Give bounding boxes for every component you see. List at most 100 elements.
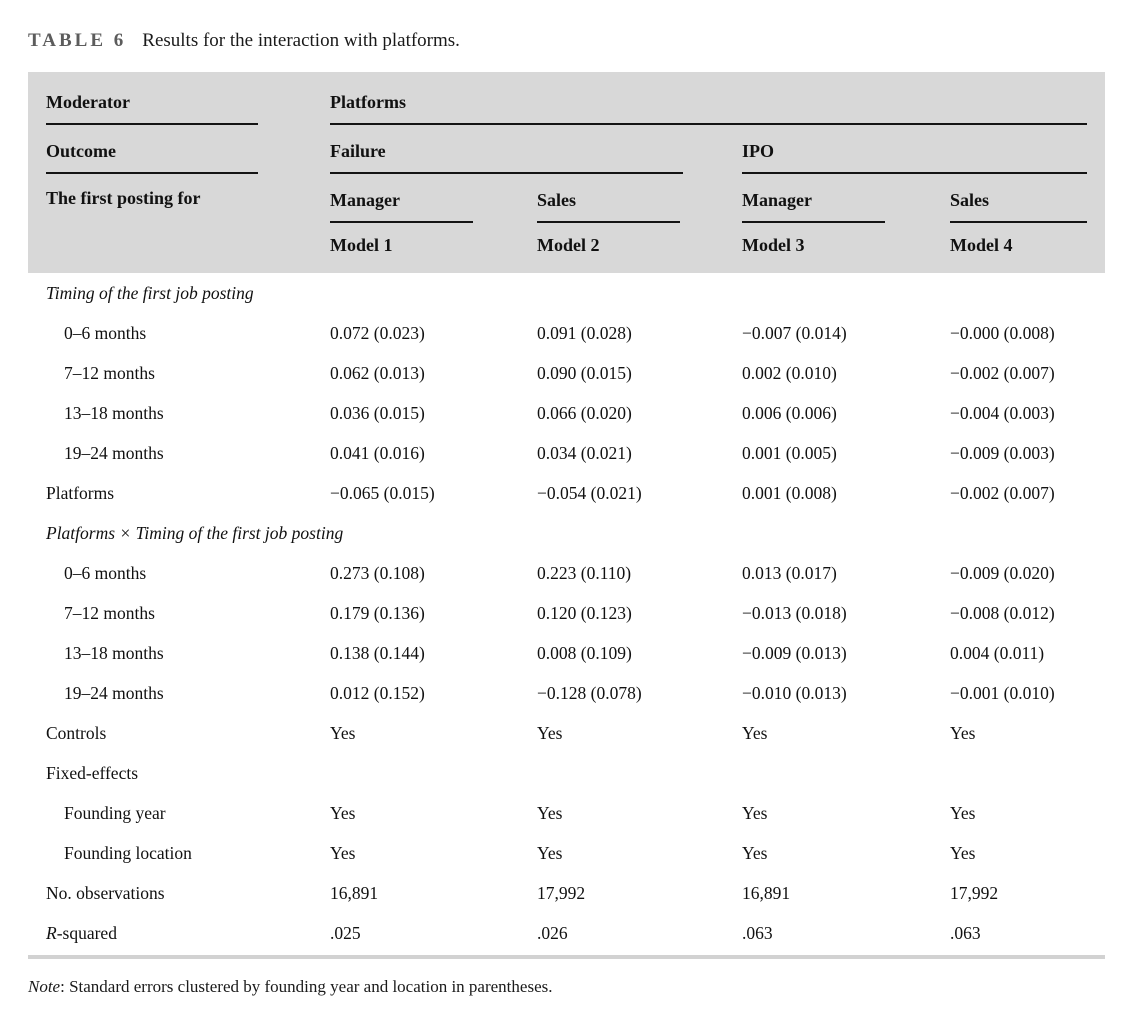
row-label: Platforms xyxy=(46,482,115,503)
section-row-label: Timing of the first job posting xyxy=(46,282,254,303)
row-label: Founding location xyxy=(64,842,192,863)
row-label: Founding year xyxy=(64,802,166,823)
paper-table-page: TABLE 6 Results for the interaction with … xyxy=(28,0,1105,997)
row-label: 19–24 months xyxy=(64,682,164,703)
moderator-cell: Moderator xyxy=(46,90,330,125)
note-text: : Standard errors clustered by founding … xyxy=(60,977,553,996)
value-cell xyxy=(742,753,950,793)
value-cell: 0.091 (0.028) xyxy=(537,322,632,343)
failure-cell: Failure xyxy=(330,139,742,174)
value-cell: −0.002 (0.007) xyxy=(950,482,1055,503)
value-cell: 0.066 (0.020) xyxy=(537,402,632,423)
row-label: 13–18 months xyxy=(64,642,164,663)
value-cell: 16,891 xyxy=(330,882,379,903)
row-label: R -squared xyxy=(46,913,330,953)
value-cell: −0.001 (0.010) xyxy=(950,682,1055,703)
row-label-rest: -squared xyxy=(56,922,117,943)
table-header: Moderator Platforms Outcome Failure IPO … xyxy=(28,72,1105,273)
value-cell: −0.004 (0.003) xyxy=(950,402,1055,423)
value-cell: Yes xyxy=(537,722,563,743)
model-2-label: Model 2 xyxy=(537,235,600,255)
value-cell: Yes xyxy=(950,842,976,863)
subcol-manager-2: Manager xyxy=(742,188,885,223)
value-cell: 17,992 xyxy=(537,882,586,903)
value-cell: 0.004 (0.011) xyxy=(950,642,1045,663)
table-title: TABLE 6 Results for the interaction with … xyxy=(28,30,1105,52)
model-4-label: Model 4 xyxy=(950,235,1013,255)
header-row-subcols: The first posting for Manager Sales Mana… xyxy=(46,188,1087,257)
value-cell: 0.002 (0.010) xyxy=(742,362,837,383)
value-cell: Yes xyxy=(742,722,768,743)
section-row-label: Platforms × Timing of the first job post… xyxy=(46,522,344,543)
value-cell: 0.001 (0.005) xyxy=(742,442,837,463)
row-label: 7–12 months xyxy=(64,362,155,383)
value-cell: 0.034 (0.021) xyxy=(537,442,632,463)
value-cell: .063 xyxy=(950,922,981,943)
value-cell: 0.090 (0.015) xyxy=(537,362,632,383)
value-cell xyxy=(537,753,742,793)
value-cell: −0.065 (0.015) xyxy=(330,482,435,503)
value-cell: −0.000 (0.008) xyxy=(950,322,1055,343)
value-cell: 0.138 (0.144) xyxy=(330,642,425,663)
table-caption: Results for the interaction with platfor… xyxy=(142,30,460,51)
table-body: Timing of the first job posting 0–6 month… xyxy=(28,273,1105,953)
subcol-sales-2: Sales xyxy=(950,188,1087,223)
value-cell: Yes xyxy=(330,842,356,863)
value-cell: 0.072 (0.023) xyxy=(330,322,425,343)
value-cell: 0.273 (0.108) xyxy=(330,562,425,583)
value-cell: 0.036 (0.015) xyxy=(330,402,425,423)
ipo-label: IPO xyxy=(742,139,1087,174)
value-cell: Yes xyxy=(330,802,356,823)
first-posting-label: The first posting for xyxy=(46,188,201,208)
value-cell: .025 xyxy=(330,922,361,943)
value-cell: −0.009 (0.020) xyxy=(950,562,1055,583)
failure-label: Failure xyxy=(330,139,683,174)
value-cell: −0.009 (0.013) xyxy=(742,642,847,663)
value-cell: Yes xyxy=(742,842,768,863)
platforms-label: Platforms xyxy=(330,90,1087,125)
value-cell: Yes xyxy=(950,722,976,743)
value-cell: −0.002 (0.007) xyxy=(950,362,1055,383)
value-cell: −0.013 (0.018) xyxy=(742,602,847,623)
value-cell: 0.012 (0.152) xyxy=(330,682,425,703)
value-cell xyxy=(330,753,537,793)
value-cell: −0.008 (0.012) xyxy=(950,602,1055,623)
subcol-cell: Sales xyxy=(950,188,1087,223)
value-cell: 0.013 (0.017) xyxy=(742,562,837,583)
value-cell: −0.010 (0.013) xyxy=(742,682,847,703)
row-label: 13–18 months xyxy=(64,402,164,423)
value-cell: 0.041 (0.016) xyxy=(330,442,425,463)
value-cell: 0.008 (0.109) xyxy=(537,642,632,663)
value-cell: −0.009 (0.003) xyxy=(950,442,1055,463)
table-note: Note: Standard errors clustered by found… xyxy=(28,977,1105,997)
row-label: 19–24 months xyxy=(64,442,164,463)
value-cell: Yes xyxy=(537,802,563,823)
row-label: 7–12 months xyxy=(64,602,155,623)
value-cell: 0.120 (0.123) xyxy=(537,602,632,623)
model-1-label: Model 1 xyxy=(330,235,393,255)
row-label-italic-part: R xyxy=(46,922,57,943)
header-row-moderator: Moderator Platforms xyxy=(46,90,1087,125)
value-cell: 0.001 (0.008) xyxy=(742,482,837,503)
note-prefix: Note xyxy=(28,977,61,996)
subcol-cell: Sales xyxy=(537,188,742,223)
model-3-label: Model 3 xyxy=(742,235,805,255)
table-bottom-rule xyxy=(28,955,1105,959)
header-row-outcome: Outcome Failure IPO xyxy=(46,139,1087,174)
moderator-label: Moderator xyxy=(46,90,258,125)
value-cell: .026 xyxy=(537,922,568,943)
outcome-label: Outcome xyxy=(46,139,258,174)
row-label: Controls xyxy=(46,722,107,743)
value-cell: 0.223 (0.110) xyxy=(537,562,632,583)
subcol-cell: Manager xyxy=(330,188,537,223)
value-cell: 0.062 (0.013) xyxy=(330,362,425,383)
subcol-cell: Manager xyxy=(742,188,950,223)
value-cell xyxy=(950,753,1087,793)
subcol-sales-1: Sales xyxy=(537,188,680,223)
row-label: No. observations xyxy=(46,882,165,903)
value-cell: .063 xyxy=(742,922,773,943)
value-cell: Yes xyxy=(742,802,768,823)
value-cell: −0.054 (0.021) xyxy=(537,482,642,503)
value-cell: −0.007 (0.014) xyxy=(742,322,847,343)
value-cell: 0.006 (0.006) xyxy=(742,402,837,423)
